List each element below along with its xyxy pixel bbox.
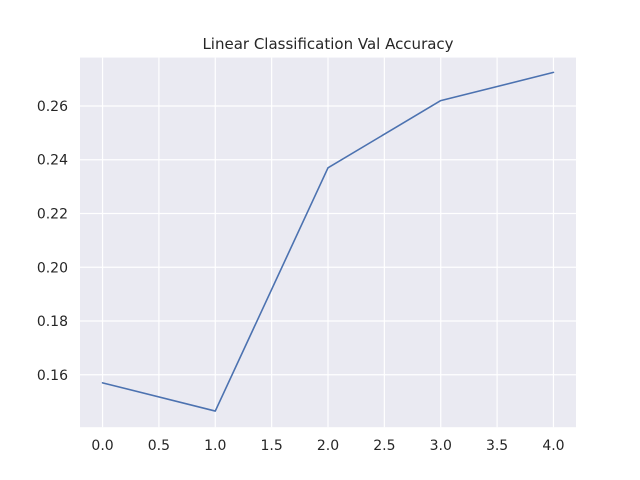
x-tick-label: 0.0 (91, 438, 113, 454)
x-axis: 0.0 0.5 1.0 1.5 2.0 2.5 3.0 3.5 4.0 (91, 438, 564, 454)
x-tick-label: 2.5 (373, 438, 395, 454)
y-tick-label: 0.16 (37, 368, 68, 384)
y-axis: 0.16 0.18 0.20 0.22 0.24 0.26 (37, 99, 68, 384)
x-tick-label: 0.5 (148, 438, 170, 454)
y-tick-label: 0.22 (37, 207, 68, 223)
y-tick-label: 0.24 (37, 153, 68, 169)
y-tick-label: 0.18 (37, 314, 68, 330)
x-tick-label: 1.5 (261, 438, 283, 454)
series-group (101, 71, 555, 412)
chart-title: Linear Classification Val Accuracy (202, 35, 453, 53)
x-tick-label: 1.0 (204, 438, 226, 454)
x-tick-label: 4.0 (542, 438, 564, 454)
x-tick-label: 2.0 (317, 438, 339, 454)
grid-lines (80, 57, 576, 428)
x-tick-label: 3.0 (430, 438, 452, 454)
x-tick-label: 3.5 (486, 438, 508, 454)
series-line (101, 71, 555, 412)
y-tick-label: 0.20 (37, 260, 68, 276)
y-tick-label: 0.26 (37, 99, 68, 115)
